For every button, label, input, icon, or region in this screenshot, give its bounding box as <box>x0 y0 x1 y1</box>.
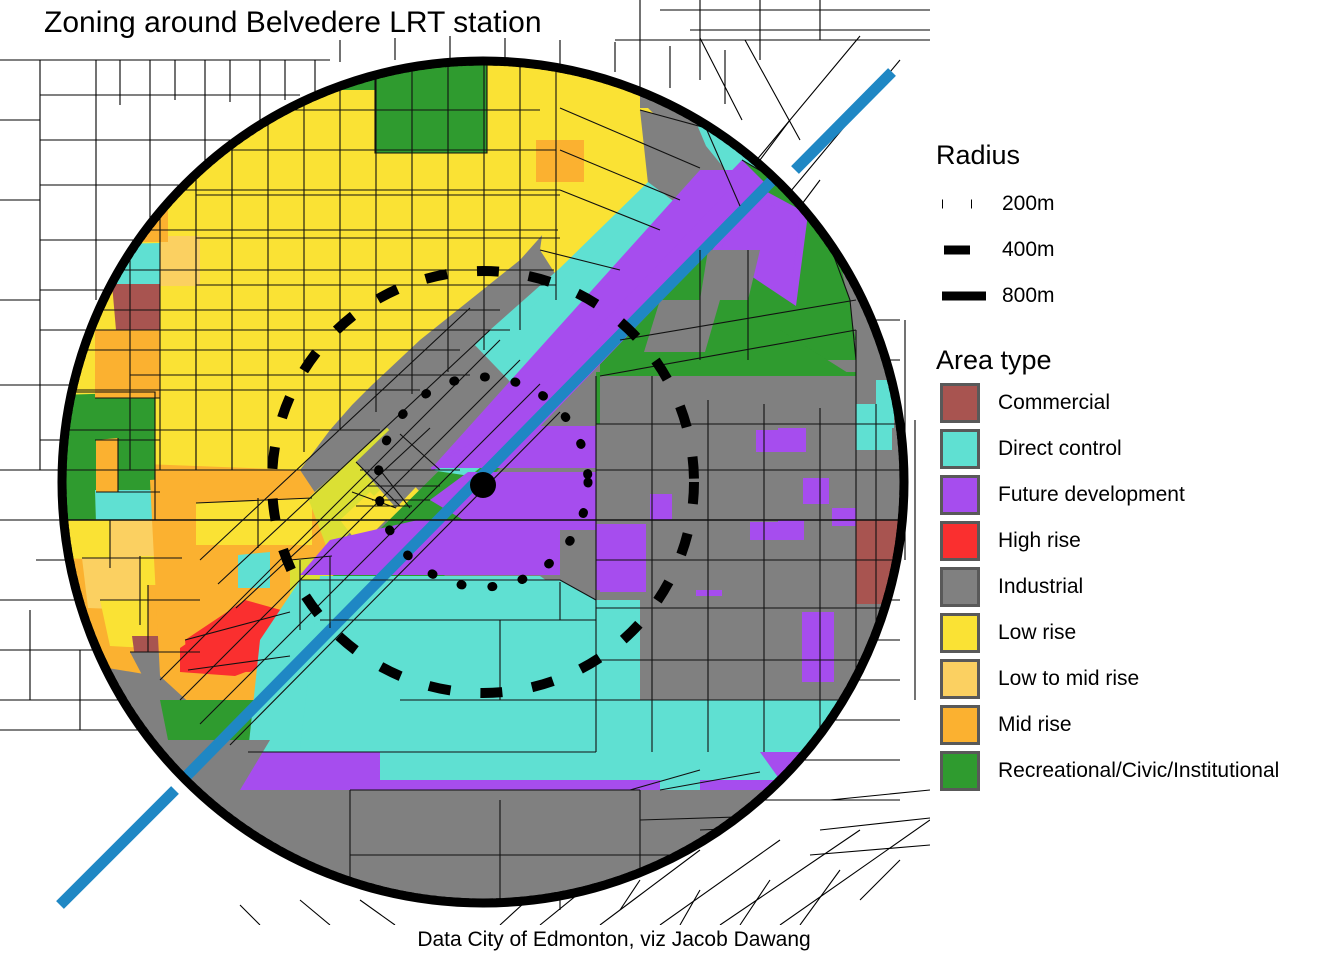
radius-ring-800m-texture <box>61 60 905 904</box>
color-swatch-future-development <box>940 475 980 515</box>
zone-fd-ne2 <box>720 196 800 300</box>
legend: Radius 200m 400m <box>930 140 1344 820</box>
zone-fd-e3 <box>803 478 829 504</box>
zone-dc-s2 <box>300 576 596 748</box>
zone-industrial-centre2 <box>356 352 506 508</box>
color-swatch-low-to-mid-rise <box>940 659 980 699</box>
zone-lowrise-sw <box>196 500 258 545</box>
zoning-polygons <box>63 62 903 902</box>
legend-area-label-industrial: Industrial <box>998 575 1084 598</box>
map-canvas[interactable] <box>0 0 930 925</box>
legend-radius-label-800m: 800m <box>1002 284 1055 307</box>
legend-area-item-industrial[interactable]: Industrial <box>930 564 1344 610</box>
legend-area-item-mid-rise[interactable]: Mid rise <box>930 702 1344 748</box>
figure-caption: Data City of Edmonton, viz Jacob Dawang <box>0 928 1344 952</box>
zone-fd-e6 <box>778 520 804 540</box>
zone-commercial-w <box>112 284 160 330</box>
legend-area-label-mid-rise: Mid rise <box>998 713 1072 736</box>
legend-area-label-direct-control: Direct control <box>998 437 1122 460</box>
zone-fd-e7 <box>650 494 672 520</box>
zone-fd-e4 <box>832 508 856 526</box>
zone-rec-n1 <box>375 62 487 153</box>
zone-industrial-e2 <box>600 376 900 560</box>
zone-fd-e10 <box>696 590 722 596</box>
caption-text: Data City of Edmonton, viz Jacob Dawang <box>417 928 811 951</box>
zone-lowmid-w3 <box>82 558 140 610</box>
zone-fd-e11 <box>802 612 834 682</box>
legend-radius-items: 200m 400m 800m <box>930 181 1344 319</box>
zone-fd-centre-n <box>470 160 770 468</box>
zone-midrise-w4 <box>95 330 160 398</box>
legend-area-label-future-development: Future development <box>998 483 1185 506</box>
dotted-line-key-icon <box>930 197 998 211</box>
color-swatch-direct-control <box>940 429 980 469</box>
legend-area-item-direct-control[interactable]: Direct control <box>930 426 1344 472</box>
zone-rec-n3 <box>150 110 196 138</box>
zone-dc-w1 <box>95 490 155 523</box>
solid-line-key-icon <box>930 289 998 303</box>
legend-area-title: Area type <box>936 345 1052 375</box>
zone-lowmid-w1 <box>160 236 200 286</box>
color-swatch-commercial <box>940 383 980 423</box>
lrt-line-outside <box>56 68 896 909</box>
legend-radius-item-800m[interactable]: 800m <box>930 273 1344 319</box>
zoning-map-svg[interactable] <box>0 0 930 925</box>
zone-fd-centre-n2 <box>430 170 748 470</box>
legend-area-items: Commercial Direct control Future develop… <box>930 380 1344 794</box>
zone-midrise-w2 <box>96 438 118 492</box>
zone-dc-sw <box>238 552 270 588</box>
zone-dc-s3 <box>596 600 640 700</box>
legend-area-item-high-rise[interactable]: High rise <box>930 518 1344 564</box>
legend-area-label-commercial: Commercial <box>998 391 1111 414</box>
zone-dc-e2 <box>876 380 894 428</box>
legend-radius-item-200m[interactable]: 200m <box>930 181 1344 227</box>
legend-radius-item-400m[interactable]: 400m <box>930 227 1344 273</box>
zone-fd-s1 <box>300 520 560 575</box>
color-swatch-industrial <box>940 567 980 607</box>
zone-fd-e9 <box>596 524 612 590</box>
dashed-line-key-icon <box>930 243 998 257</box>
zone-industrial-ne <box>700 250 760 300</box>
legend-area-item-low-rise[interactable]: Low rise <box>930 610 1344 656</box>
legend-area-label-low-rise: Low rise <box>998 621 1077 644</box>
zone-dc-s5 <box>596 700 880 752</box>
page-title: Zoning around Belvedere LRT station <box>44 6 542 39</box>
color-swatch-mid-rise <box>940 705 980 745</box>
legend-radius-label-200m: 200m <box>1002 192 1055 215</box>
legend-area-item-recreational[interactable]: Recreational/Civic/Institutional <box>930 748 1344 794</box>
legend-radius-label-400m: 400m <box>1002 238 1055 261</box>
legend-area-item-future-development[interactable]: Future development <box>930 472 1344 518</box>
zone-industrial-ne2 <box>644 300 720 352</box>
zone-fd-e1 <box>778 428 806 452</box>
color-swatch-high-rise <box>940 521 980 561</box>
color-swatch-low-rise <box>940 613 980 653</box>
legend-area-item-low-to-mid-rise[interactable]: Low to mid rise <box>930 656 1344 702</box>
zone-dc-s4 <box>380 752 780 780</box>
zone-lowrise-w1 <box>63 520 110 560</box>
inside-parcel-lines <box>63 62 901 902</box>
legend-area-label-low-to-mid-rise: Low to mid rise <box>998 667 1140 690</box>
radius-ring-400m <box>267 266 699 698</box>
legend-area-label-high-rise: High rise <box>998 529 1081 552</box>
legend-radius-title: Radius <box>936 140 1021 170</box>
zone-fd-e2 <box>756 430 782 452</box>
color-swatch-recreational <box>940 751 980 791</box>
legend-area-item-commercial[interactable]: Commercial <box>930 380 1344 426</box>
legend-area-label-recreational: Recreational/Civic/Institutional <box>998 759 1280 782</box>
station-marker[interactable] <box>470 472 496 498</box>
zone-midrise-n <box>536 140 584 182</box>
radius-ring-200m <box>373 372 593 592</box>
